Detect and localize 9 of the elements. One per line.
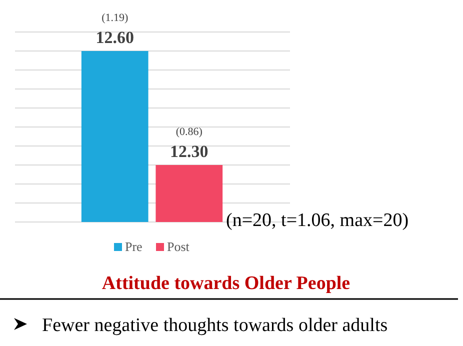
data-label: 12.30 (170, 142, 208, 161)
text: Attitude towards Older People (102, 273, 350, 294)
text: Fewer negative thoughts towards older adults (42, 315, 388, 336)
annotation: (n=20, t=1.06, max=20) (226, 210, 409, 231)
annotation: (0.86) (176, 126, 203, 138)
data-label: 12.60 (96, 28, 134, 47)
legend-label: Post (167, 239, 190, 254)
legend-label: Pre (125, 239, 143, 254)
text: (1.19) (102, 12, 128, 24)
